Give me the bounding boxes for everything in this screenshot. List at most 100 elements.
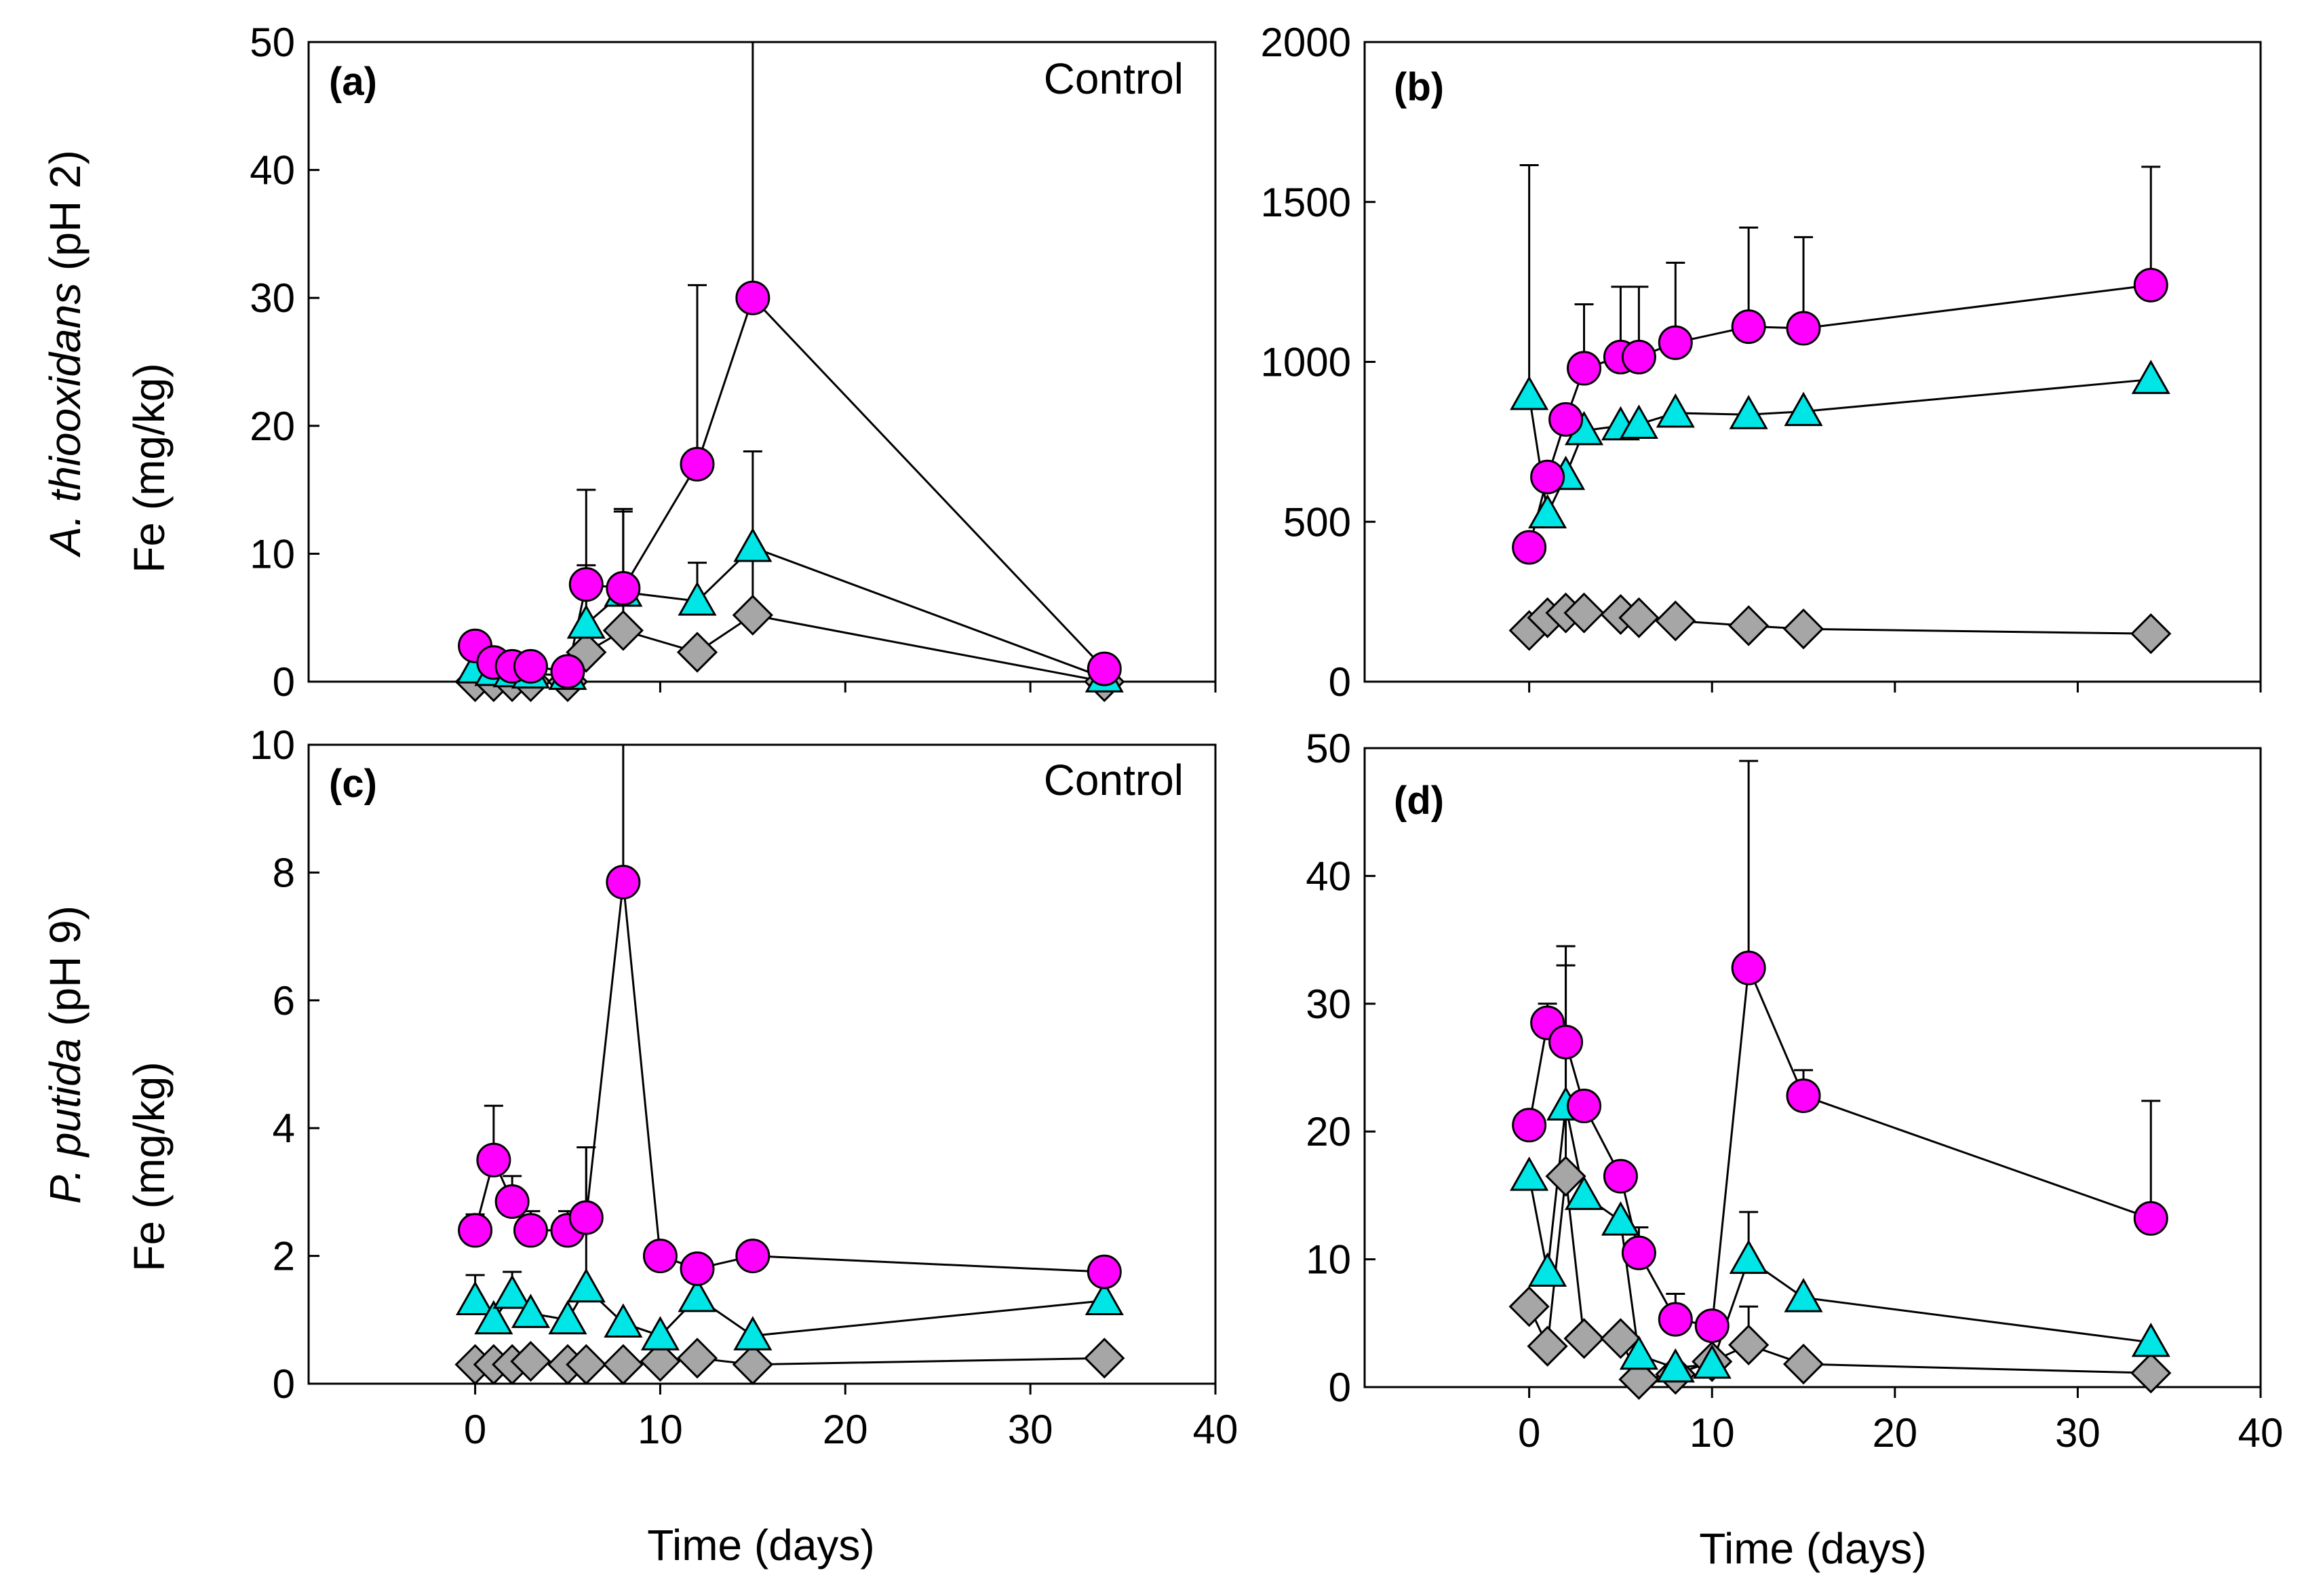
panel-b-circle-point <box>1512 530 1547 565</box>
panel-c-ytick-label: 2 <box>273 1234 295 1279</box>
panel-a-circle-point <box>513 648 548 684</box>
panel-c-diamond-point <box>732 1344 773 1385</box>
panel-d-diamond-point <box>2130 1352 2172 1394</box>
panel-a-circle-point <box>550 654 585 689</box>
panel-d-diamond-point <box>1527 1325 1568 1367</box>
panel-a-triangle-point <box>733 527 773 562</box>
panel-b-triangle-point <box>1510 375 1549 410</box>
panel-b-triangle-point <box>2131 359 2170 394</box>
panel-c-triangle-point <box>733 1316 773 1350</box>
xlabel-right: Time (days) <box>1699 1524 1926 1573</box>
panel-c-triangle-point <box>492 1274 532 1309</box>
panel-a-ytick-label: 40 <box>250 148 295 193</box>
panel-b-diamond-point <box>1618 597 1660 638</box>
panel-b-circle-point <box>1530 459 1565 494</box>
panel-d-triangle-point <box>1619 1335 1658 1370</box>
panel-d-ytick-label: 0 <box>1329 1365 1351 1410</box>
panel-c-xtick-label: 20 <box>823 1407 868 1452</box>
panel-b-diamond-point <box>1655 600 1696 642</box>
panel-a-diamond-point <box>732 594 773 636</box>
panel-c-circle-point <box>513 1213 548 1248</box>
panel-d-triangle-point <box>1528 1252 1567 1287</box>
panel-a-diamond-point <box>602 610 644 651</box>
panel-c: 0 2 4 6 8 10 0 10 20 30 40 (c) Control <box>250 722 1238 1452</box>
panel-d-diamond-point <box>1563 1318 1605 1359</box>
panel-b-triangle-point <box>1784 391 1823 427</box>
panel-d-triangle-point <box>1510 1156 1549 1191</box>
panel-c-xtick-label: 30 <box>1008 1407 1053 1452</box>
panel-d-circle-error-bar <box>2141 1099 2161 1219</box>
panel-b-circle-point <box>1548 402 1584 437</box>
panel-c-diamond-point <box>676 1338 718 1379</box>
panel-c-ytick-label: 4 <box>273 1106 295 1151</box>
panel-d-diamond-point <box>1782 1343 1824 1385</box>
panel-b-ytick-label: 2000 <box>1261 20 1351 65</box>
panel-c-triangle-point <box>678 1277 717 1312</box>
panel-b-diamond-point <box>2130 613 2172 655</box>
panel-d-circle-point <box>1731 950 1766 986</box>
panel-d-triangle-point <box>1656 1348 1695 1383</box>
panel-c-diamond-point <box>510 1340 551 1382</box>
panel-c-circle-point <box>642 1239 678 1274</box>
panel-a-ytick-label: 30 <box>250 275 295 321</box>
panel-b-triangle-point <box>1729 395 1768 429</box>
row-label-bottom: P. putida (pH 9) <box>41 906 90 1204</box>
panel-d-circle-series-line <box>1528 964 2151 1327</box>
panel-b-triangle-error-bar <box>1519 164 1539 396</box>
panel-c-diamond-point <box>566 1344 607 1385</box>
panel-a-ytick-label: 0 <box>273 659 295 705</box>
panel-b-ytick-label: 500 <box>1283 499 1351 545</box>
panel-d-frame <box>1363 747 2262 1388</box>
panel-c-diamond-point <box>640 1340 681 1382</box>
panel-d-ytick-label: 30 <box>1306 981 1351 1027</box>
panel-a-triangle-point <box>566 604 606 639</box>
panel-c-circle-point <box>735 1239 770 1274</box>
panel-d-diamond-point <box>1508 1286 1550 1327</box>
panel-b-circle-point <box>1621 339 1656 374</box>
panel-a-label: (a) <box>329 60 377 104</box>
panel-a-ytick-label: 20 <box>250 404 295 449</box>
panel-d-xtick-label: 0 <box>1518 1410 1540 1456</box>
panel-d-circle-point <box>1603 1159 1638 1194</box>
panel-b-ytick-label: 1500 <box>1261 180 1351 225</box>
panel-c-triangle-point <box>604 1303 643 1338</box>
panel-b-ytick-label: 1000 <box>1261 340 1351 385</box>
panel-d-xtick-label: 20 <box>1872 1410 1917 1456</box>
panel-c-label: (c) <box>329 762 377 806</box>
panel-c-diamond-point <box>1084 1338 1125 1379</box>
panel-b-label: (b) <box>1394 65 1444 109</box>
panel-d-ytick-label: 50 <box>1306 726 1351 771</box>
panel-c-circle-point <box>606 865 641 900</box>
panel-a-circle-error-bar <box>751 42 754 298</box>
row-label-top: A. thiooxidans (pH 2) <box>41 150 90 558</box>
panel-b-diamond-point <box>1728 605 1770 646</box>
panel-d-diamond-point <box>1618 1359 1660 1400</box>
panel-c-circle-point <box>1087 1254 1122 1289</box>
panel-c-triangle-point <box>1085 1281 1124 1316</box>
panel-c-ytick-label: 8 <box>273 850 295 895</box>
panel-d-xtick-label: 40 <box>2238 1410 2284 1456</box>
panel-d-triangle-point <box>1601 1201 1640 1236</box>
panel-a-ytick-label: 50 <box>250 20 295 65</box>
panel-b-circle-point <box>2133 267 2168 303</box>
panel-c-ytick-label: 0 <box>273 1361 295 1407</box>
panel-c-xtick-label: 40 <box>1193 1407 1238 1452</box>
panel-b-frame <box>1363 41 2262 683</box>
panel-c-triangle-point <box>548 1300 587 1335</box>
panel-a-circle-error-bar <box>688 284 707 465</box>
panel-a-circle-point <box>680 446 715 482</box>
panel-c-triangle-point <box>511 1293 550 1328</box>
panel-c-ytick-label: 10 <box>250 722 295 768</box>
panel-c-xtick-label: 10 <box>638 1407 683 1452</box>
panel-c-plot-area <box>465 745 1114 1366</box>
panel-b-ytick-label: 0 <box>1329 659 1351 705</box>
panel-a-triangle-point <box>678 581 717 616</box>
panel-d-circle-point <box>2133 1201 2168 1236</box>
panel-b-triangle-series-line <box>1528 378 2151 518</box>
panel-d-ytick-label: 10 <box>1306 1237 1351 1283</box>
panel-a-annotation: Control <box>1044 54 1184 103</box>
panel-c-circle-point <box>458 1213 493 1248</box>
panel-d-diamond-point <box>1600 1318 1641 1359</box>
panel-d-circle-point <box>1512 1108 1547 1143</box>
